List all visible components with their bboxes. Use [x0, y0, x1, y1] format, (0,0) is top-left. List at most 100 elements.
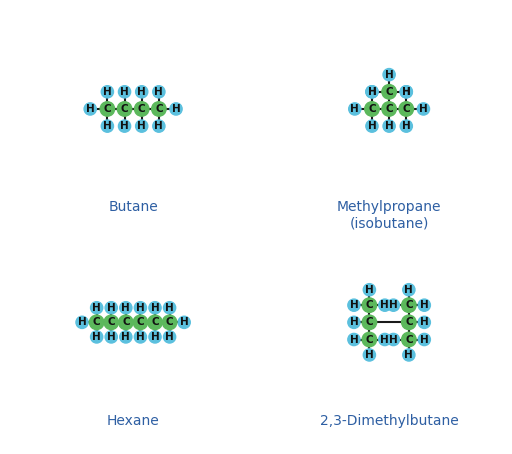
Circle shape: [365, 102, 379, 116]
Circle shape: [348, 333, 360, 345]
Circle shape: [118, 86, 131, 98]
Circle shape: [400, 86, 412, 98]
Text: H: H: [402, 87, 411, 97]
Text: H: H: [380, 300, 389, 310]
Text: H: H: [121, 332, 130, 342]
Text: C: C: [405, 300, 413, 310]
Circle shape: [153, 86, 165, 98]
Text: H: H: [350, 335, 358, 345]
Text: C: C: [366, 300, 373, 310]
Text: H: H: [136, 303, 145, 313]
Circle shape: [403, 349, 415, 361]
Text: H: H: [120, 121, 129, 131]
Circle shape: [401, 332, 416, 347]
Text: H: H: [389, 300, 398, 310]
Text: H: H: [389, 335, 398, 345]
Circle shape: [400, 86, 412, 98]
Text: C: C: [108, 317, 115, 327]
Circle shape: [105, 301, 117, 314]
Circle shape: [136, 86, 148, 98]
Text: C: C: [386, 87, 393, 97]
Circle shape: [134, 331, 146, 343]
Text: H: H: [137, 121, 146, 131]
Text: H: H: [78, 317, 87, 327]
Circle shape: [120, 301, 132, 314]
Text: C: C: [138, 104, 145, 114]
Text: H: H: [420, 300, 429, 310]
Text: C: C: [122, 317, 130, 327]
Circle shape: [401, 298, 416, 312]
Text: H: H: [350, 300, 358, 310]
Circle shape: [383, 69, 395, 81]
Text: H: H: [385, 121, 394, 131]
Circle shape: [366, 86, 378, 98]
Text: H: H: [107, 332, 116, 342]
Circle shape: [149, 301, 161, 314]
Circle shape: [149, 331, 161, 343]
Text: C: C: [386, 104, 393, 114]
Text: H: H: [165, 332, 174, 342]
Text: H: H: [165, 303, 174, 313]
Text: H: H: [368, 121, 376, 131]
Text: H: H: [137, 87, 146, 97]
Text: H: H: [350, 104, 359, 114]
Circle shape: [76, 316, 88, 328]
Text: H: H: [92, 303, 101, 313]
Circle shape: [101, 120, 114, 132]
Circle shape: [162, 315, 177, 330]
Circle shape: [364, 284, 375, 296]
Text: H: H: [365, 285, 374, 295]
Circle shape: [400, 120, 412, 132]
Text: H: H: [172, 104, 180, 114]
Text: C: C: [137, 317, 144, 327]
Circle shape: [136, 120, 148, 132]
Text: H: H: [380, 335, 389, 345]
Circle shape: [401, 315, 416, 330]
Circle shape: [152, 102, 166, 116]
Circle shape: [170, 103, 182, 115]
Text: C: C: [405, 335, 413, 345]
Circle shape: [379, 299, 391, 311]
Text: H: H: [107, 303, 116, 313]
Text: H: H: [419, 104, 428, 114]
Circle shape: [364, 349, 375, 361]
Text: H: H: [151, 332, 159, 342]
Text: H: H: [402, 121, 411, 131]
Text: C: C: [103, 104, 111, 114]
Text: H: H: [404, 285, 413, 295]
Text: Butane: Butane: [108, 201, 158, 214]
Text: H: H: [365, 350, 374, 360]
Circle shape: [418, 299, 431, 311]
Text: H: H: [404, 350, 413, 360]
Text: H: H: [86, 104, 95, 114]
Text: C: C: [402, 104, 410, 114]
Text: H: H: [121, 303, 130, 313]
Circle shape: [84, 103, 96, 115]
Circle shape: [178, 316, 190, 328]
Circle shape: [399, 102, 414, 116]
Text: C: C: [366, 317, 373, 327]
Text: C: C: [405, 317, 413, 327]
Circle shape: [362, 315, 377, 330]
Text: Methylpropane
(isobutane): Methylpropane (isobutane): [337, 201, 441, 231]
Circle shape: [135, 102, 149, 116]
Circle shape: [117, 102, 132, 116]
Text: Hexane: Hexane: [106, 414, 160, 428]
Circle shape: [90, 315, 104, 330]
Text: H: H: [120, 87, 129, 97]
Text: H: H: [92, 332, 101, 342]
Circle shape: [382, 84, 396, 99]
Text: H: H: [103, 87, 112, 97]
Circle shape: [382, 102, 396, 116]
Text: C: C: [166, 317, 174, 327]
Text: H: H: [402, 87, 411, 97]
Text: H: H: [151, 303, 159, 313]
Text: H: H: [155, 87, 163, 97]
Circle shape: [366, 86, 378, 98]
Circle shape: [383, 120, 395, 132]
Text: H: H: [385, 69, 394, 79]
Text: H: H: [368, 87, 376, 97]
Circle shape: [91, 301, 103, 314]
Text: H: H: [103, 121, 112, 131]
Circle shape: [100, 102, 115, 116]
